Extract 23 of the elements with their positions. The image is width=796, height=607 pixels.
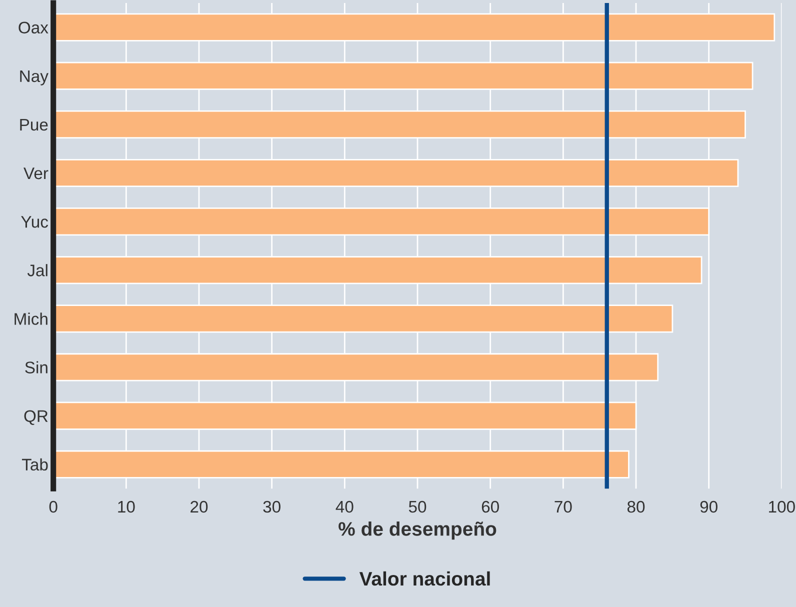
x-tick-label: 70 — [554, 500, 572, 513]
x-tick-label: 90 — [700, 500, 718, 513]
y-tick-label: Tab — [22, 458, 48, 471]
x-axis-title: % de desempeño — [338, 522, 496, 540]
y-tick-label: Pue — [20, 119, 48, 131]
x-tick-label: 10 — [118, 500, 135, 513]
x-tick-label: 40 — [336, 500, 354, 513]
x-tick-label: 50 — [408, 500, 426, 513]
y-tick-label: Ver — [24, 168, 48, 180]
y-tick-label: Yuc — [21, 216, 48, 228]
y-tick-label: Jal — [27, 264, 48, 276]
y-tick-label: QR — [24, 410, 48, 425]
x-tick-label: 0 — [49, 500, 58, 513]
x-tick-label: 100 — [769, 500, 795, 513]
legend-label: Valor nacional — [359, 571, 490, 586]
x-tick-label: 30 — [263, 500, 280, 513]
y-tick-label: Oax — [18, 22, 48, 34]
x-tick-label: 60 — [482, 500, 499, 513]
x-tick-label: 80 — [627, 500, 645, 513]
y-tick-label: Sin — [25, 361, 48, 374]
y-tick-label: Nay — [20, 70, 48, 86]
y-tick-label: Mich — [14, 312, 48, 325]
x-tick-label: 20 — [190, 500, 208, 513]
